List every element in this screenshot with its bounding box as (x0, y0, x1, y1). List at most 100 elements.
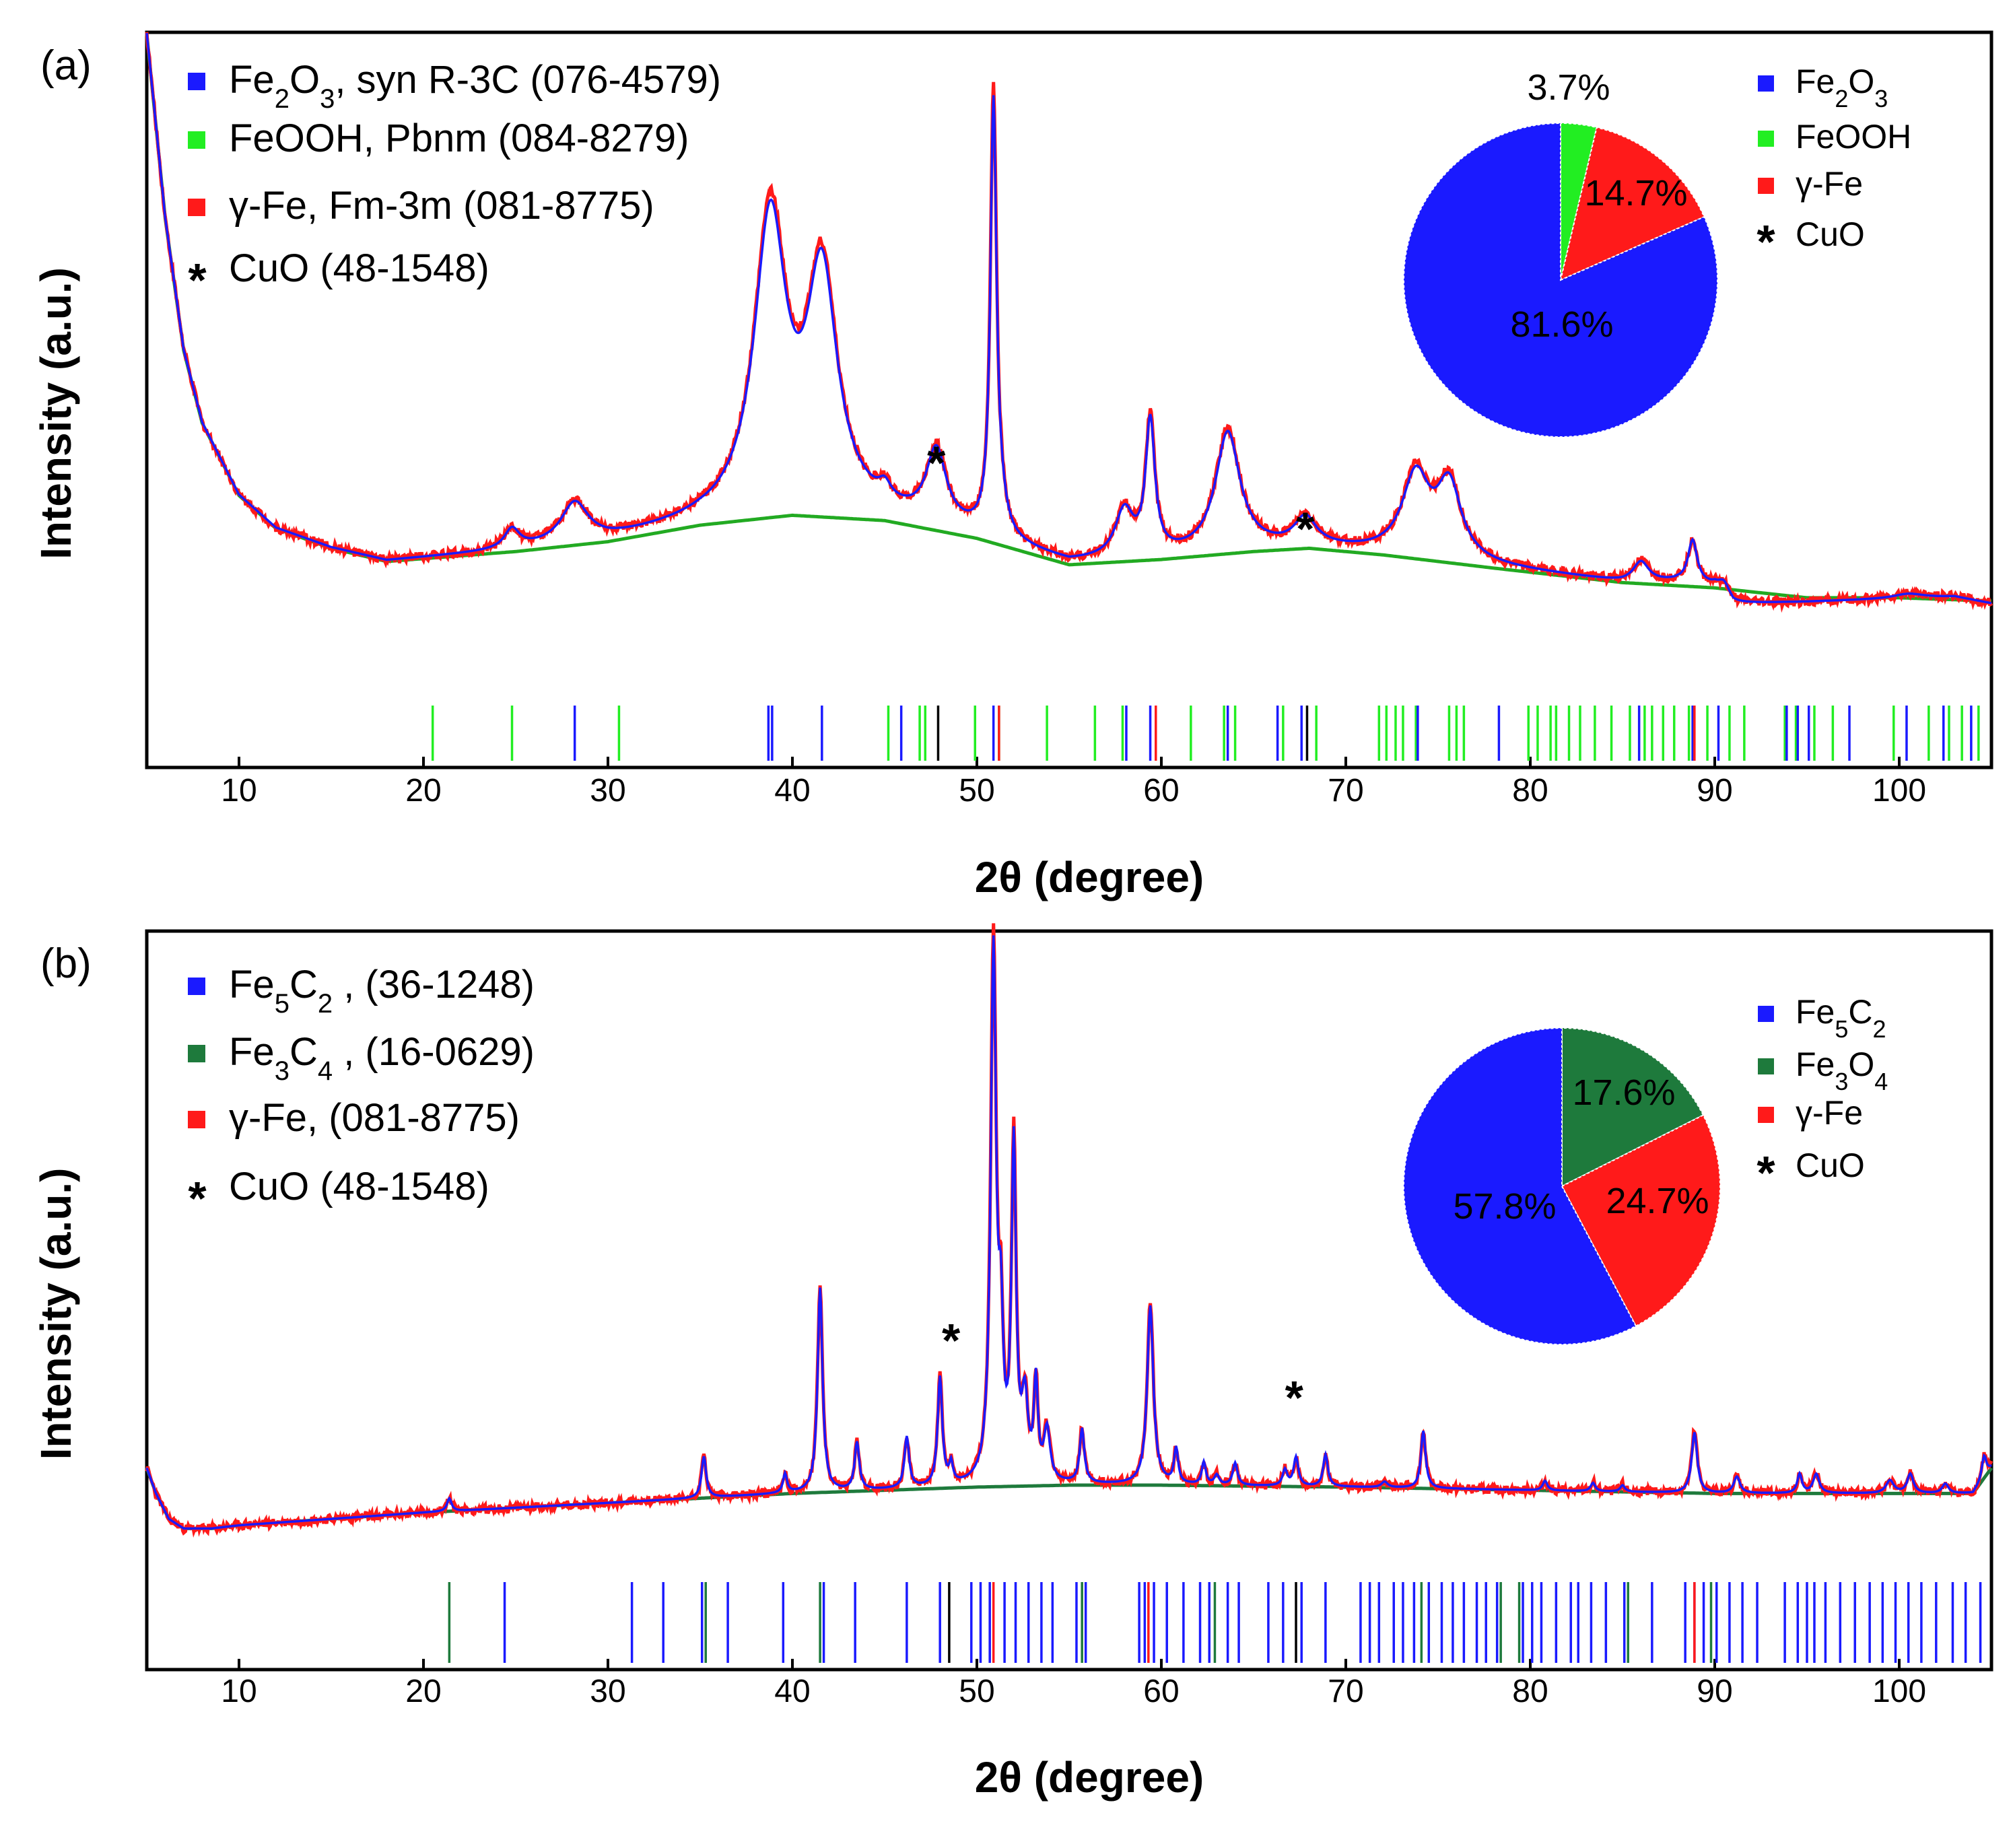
legend-text-part: , (16-0629) (333, 1030, 535, 1074)
legend-marker (188, 199, 205, 216)
legend-text-part: CuO (48-1548) (229, 246, 489, 290)
pie-legend-entry: γ-Fe (1796, 165, 1863, 203)
pie-legend-text-part: 3 (1874, 85, 1888, 112)
pie-legend-text-part: Fe (1796, 1046, 1835, 1083)
legend-text-part: 3 (275, 1056, 289, 1086)
pie-slice-label: 81.6% (1510, 304, 1613, 345)
pie-legend-text-part: γ-Fe (1796, 165, 1863, 203)
legend-text-part: Fe (229, 58, 275, 102)
pie-legend-marker (1758, 1058, 1774, 1074)
pie-legend-entry: Fe5C2 (1796, 993, 1886, 1043)
legend-text-part: Fe (229, 963, 275, 1006)
pie-legend-text-part: O (1848, 63, 1874, 100)
x-tick-label: 20 (405, 1674, 441, 1709)
pie-legend-entry: CuO (1796, 215, 1865, 253)
plot-frame (145, 929, 1993, 1672)
pie-legend-text-part: FeOOH (1796, 118, 1911, 156)
phase-fraction-pie: 17.6% 24.7% 57.8% (1402, 1027, 1721, 1345)
reference-ticks (431, 706, 1980, 761)
legend-text-part: γ-Fe, (081-8775) (229, 1096, 520, 1140)
pie-legend-text-part: C (1848, 993, 1872, 1031)
pie-slice-label: 24.7% (1606, 1181, 1709, 1221)
x-tick-label: 30 (590, 1674, 625, 1709)
legend-text-part: , syn R-3C (076-4579) (335, 58, 721, 102)
pie-legend-text-part: O (1848, 1046, 1874, 1083)
pie-slice (1559, 127, 1705, 281)
pie-legend-text-part: CuO (1796, 215, 1865, 253)
pie-legend-text-part: 2 (1873, 1015, 1886, 1043)
pie-legend-marker (1758, 75, 1774, 92)
legend-marker (188, 978, 205, 995)
x-tick-label: 50 (959, 773, 994, 809)
x-axis-title: 2θ (degree) (975, 1753, 1204, 1802)
legend-text-part: 5 (275, 989, 289, 1019)
pie-legend-entry: Fe3O4 (1796, 1046, 1888, 1095)
pie-legend: Fe2O3 FeOOH γ-Fe * CuO (1756, 63, 1911, 268)
pie-legend-text-part: Fe (1796, 993, 1835, 1031)
x-tick-label: 10 (221, 1674, 257, 1709)
pie-slice-label: 17.6% (1572, 1072, 1675, 1113)
legend-entry: Fe5C2 , (36-1248) (229, 963, 535, 1019)
pie-slice (1561, 1114, 1721, 1328)
x-tick-label: 40 (774, 773, 810, 809)
legend-text-part: 2 (318, 989, 333, 1019)
pie-legend-marker (1758, 178, 1774, 194)
phase-legend: Fe2O3, syn R-3C (076-4579)FeOOH, Pbnm (0… (188, 58, 721, 306)
cuo-peak-marker: * (1285, 1371, 1304, 1424)
x-tick-label: 40 (774, 1674, 810, 1709)
pie-legend-text-part: γ-Fe (1796, 1094, 1863, 1132)
x-tick-label: 20 (405, 773, 441, 809)
experimental-curve (145, 32, 1993, 613)
pie-legend-entry: CuO (1796, 1147, 1865, 1184)
legend-marker: * (188, 254, 207, 306)
legend-text-part: γ-Fe, Fm-3m (081-8775) (229, 184, 654, 228)
pie-legend-marker (1758, 131, 1774, 147)
x-tick-label: 50 (959, 1674, 994, 1709)
y-axis-title: Intensity (a.u.) (32, 1168, 80, 1460)
legend-entry: Fe2O3, syn R-3C (076-4579) (229, 58, 721, 114)
phase-legend: Fe5C2 , (36-1248) Fe3C4 , (16-0629) γ-Fe, … (188, 963, 535, 1225)
pie-slice (1402, 1027, 1637, 1345)
legend-entry: Fe3C4 , (16-0629) (229, 1030, 535, 1086)
legend-text-part: 3 (320, 84, 335, 114)
cuo-peak-marker: * (1296, 503, 1315, 555)
x-axis-title: 2θ (degree) (975, 853, 1204, 901)
legend-marker (188, 73, 205, 90)
legend-text-part: FeOOH, (229, 116, 374, 160)
pie-legend-entry: Fe2O3 (1796, 63, 1888, 112)
legend-text-part: Fe (229, 1030, 275, 1074)
pie-legend-text-part: 5 (1835, 1015, 1848, 1043)
phase-fraction-pie: 3.7% 14.7% 81.6% (1403, 67, 1719, 438)
pie-legend-text-part: 4 (1874, 1068, 1888, 1095)
legend-marker (188, 131, 205, 149)
x-tick-label: 90 (1697, 773, 1732, 809)
panel-a: 10 20 30 40 50 60 70 80 90 100 2θ (degree) Intensit… (32, 30, 1993, 901)
pie-legend-marker (1758, 1006, 1774, 1022)
reference-ticks (448, 1582, 1982, 1663)
legend-text-part: CuO (48-1548) (229, 1165, 489, 1208)
pie-slice-label: 14.7% (1584, 173, 1687, 213)
legend-entry: γ-Fe, (081-8775) (229, 1096, 520, 1140)
y-axis-title: Intensity (a.u.) (32, 267, 80, 559)
legend-text-part: C (289, 1030, 318, 1074)
legend-entry: γ-Fe, Fm-3m (081-8775) (229, 184, 654, 228)
pie-legend-marker: * (1756, 1147, 1775, 1199)
legend-text-part: 2 (275, 84, 289, 114)
pie-legend-text-part: Fe (1796, 63, 1835, 100)
pie-legend-entry: FeOOH (1796, 118, 1911, 156)
legend-text-part: C (289, 963, 318, 1006)
pie-slice (1403, 122, 1719, 438)
plot-frame (145, 30, 1993, 769)
legend-text-part: O (289, 58, 320, 102)
pie-legend-marker (1758, 1107, 1774, 1123)
x-tick-label: 90 (1697, 1674, 1732, 1709)
pie-slice-label: 3.7% (1527, 67, 1610, 108)
legend-text-part: Pbnm (084-8279) (374, 116, 689, 160)
x-tick-label: 30 (590, 773, 625, 809)
pie-legend-text-part: CuO (1796, 1147, 1865, 1184)
x-tick-label: 100 (1872, 773, 1926, 809)
x-tick-label: 70 (1328, 773, 1363, 809)
panel-label: (a) (40, 42, 92, 89)
calculated-curve (145, 935, 1992, 1530)
